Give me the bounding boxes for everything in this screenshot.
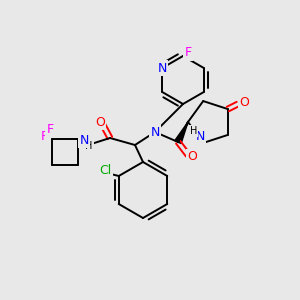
Text: N: N: [158, 61, 167, 74]
Text: Cl: Cl: [100, 164, 112, 176]
Text: N: N: [196, 130, 205, 143]
Text: F: F: [41, 130, 48, 143]
Text: N: N: [79, 134, 89, 146]
Text: H: H: [190, 126, 197, 136]
Polygon shape: [175, 122, 188, 144]
Text: O: O: [187, 151, 197, 164]
Text: H: H: [85, 141, 93, 151]
Text: N: N: [150, 125, 160, 139]
Text: F: F: [184, 46, 192, 59]
Text: O: O: [239, 96, 249, 109]
Text: O: O: [95, 116, 105, 128]
Text: F: F: [47, 123, 54, 136]
